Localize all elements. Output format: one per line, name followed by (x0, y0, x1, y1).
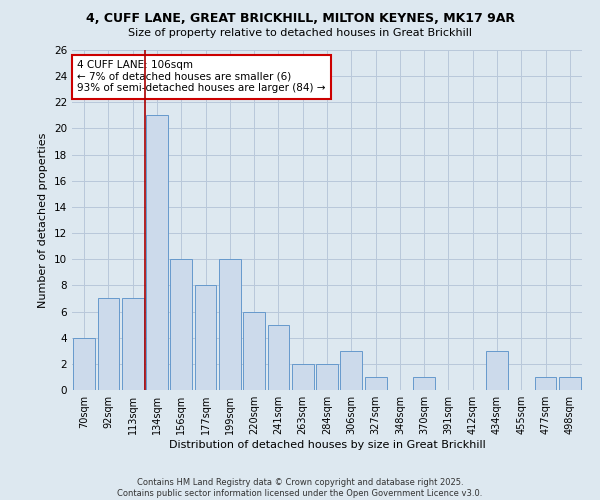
Bar (486, 351, 508, 390)
Bar (170, 259, 192, 390)
Bar (365, 377, 386, 390)
Bar (146, 116, 168, 390)
Bar (73, 338, 95, 390)
Bar (243, 312, 265, 390)
Text: Contains HM Land Registry data © Crown copyright and database right 2025.
Contai: Contains HM Land Registry data © Crown c… (118, 478, 482, 498)
Bar (413, 377, 435, 390)
Bar (340, 351, 362, 390)
Bar (292, 364, 314, 390)
Bar (97, 298, 119, 390)
Y-axis label: Number of detached properties: Number of detached properties (38, 132, 49, 308)
Text: 4 CUFF LANE: 106sqm
← 7% of detached houses are smaller (6)
93% of semi-detached: 4 CUFF LANE: 106sqm ← 7% of detached hou… (77, 60, 326, 94)
Bar (194, 286, 217, 390)
Bar (535, 377, 556, 390)
Bar (268, 324, 289, 390)
Text: Size of property relative to detached houses in Great Brickhill: Size of property relative to detached ho… (128, 28, 472, 38)
Bar (122, 298, 143, 390)
Bar (219, 259, 241, 390)
Bar (316, 364, 338, 390)
X-axis label: Distribution of detached houses by size in Great Brickhill: Distribution of detached houses by size … (169, 440, 485, 450)
Bar (559, 377, 581, 390)
Text: 4, CUFF LANE, GREAT BRICKHILL, MILTON KEYNES, MK17 9AR: 4, CUFF LANE, GREAT BRICKHILL, MILTON KE… (86, 12, 515, 26)
